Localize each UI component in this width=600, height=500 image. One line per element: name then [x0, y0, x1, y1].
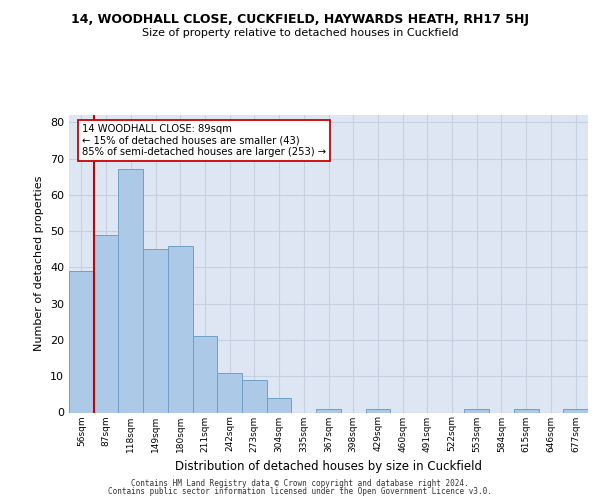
X-axis label: Distribution of detached houses by size in Cuckfield: Distribution of detached houses by size …	[175, 460, 482, 473]
Bar	[365, 409, 390, 412]
Bar	[69, 271, 94, 412]
Text: Contains HM Land Registry data © Crown copyright and database right 2024.: Contains HM Land Registry data © Crown c…	[131, 478, 469, 488]
Bar	[193, 336, 217, 412]
Bar	[267, 398, 292, 412]
Bar	[464, 409, 489, 412]
Text: Size of property relative to detached houses in Cuckfield: Size of property relative to detached ho…	[142, 28, 458, 38]
Bar	[168, 246, 193, 412]
Bar	[217, 372, 242, 412]
Bar	[143, 249, 168, 412]
Text: Contains public sector information licensed under the Open Government Licence v3: Contains public sector information licen…	[108, 487, 492, 496]
Text: 14, WOODHALL CLOSE, CUCKFIELD, HAYWARDS HEATH, RH17 5HJ: 14, WOODHALL CLOSE, CUCKFIELD, HAYWARDS …	[71, 12, 529, 26]
Bar	[242, 380, 267, 412]
Y-axis label: Number of detached properties: Number of detached properties	[34, 176, 44, 352]
Bar	[94, 234, 118, 412]
Bar	[563, 409, 588, 412]
Text: 14 WOODHALL CLOSE: 89sqm
← 15% of detached houses are smaller (43)
85% of semi-d: 14 WOODHALL CLOSE: 89sqm ← 15% of detach…	[82, 124, 326, 158]
Bar	[514, 409, 539, 412]
Bar	[316, 409, 341, 412]
Bar	[118, 170, 143, 412]
